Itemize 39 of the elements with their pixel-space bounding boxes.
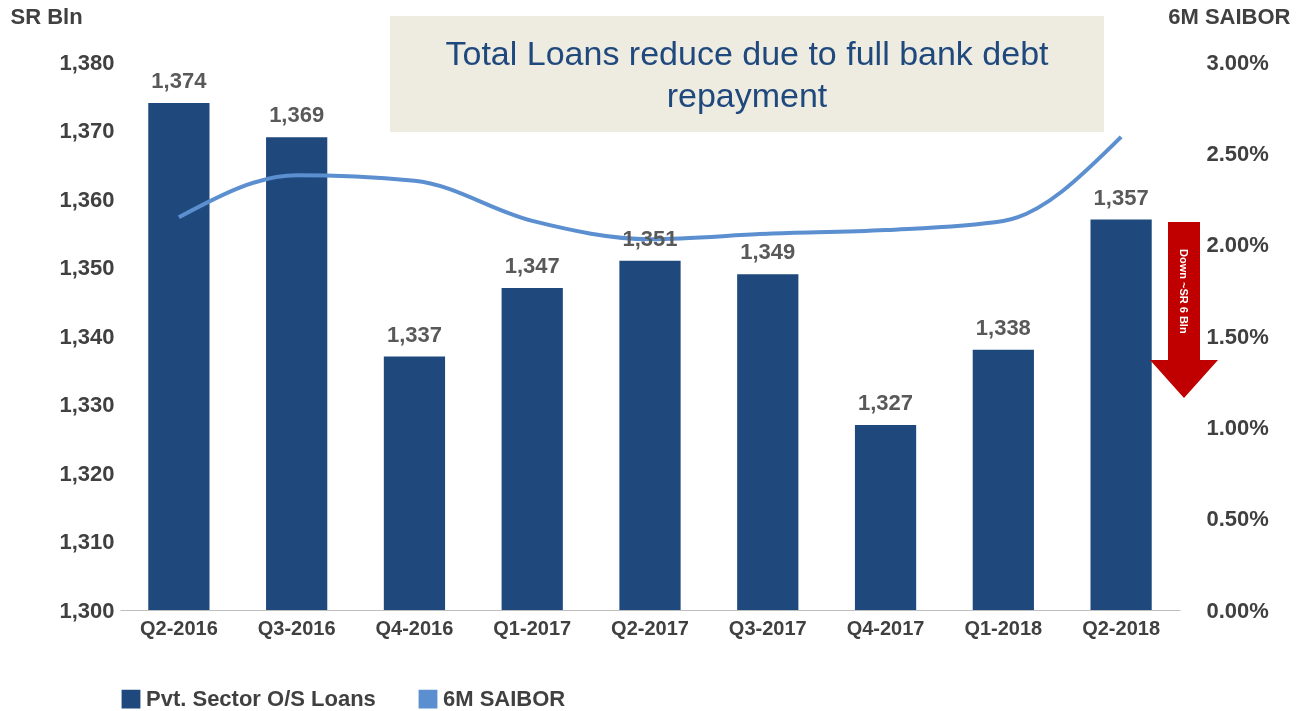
y2-axis-title: 6M SAIBOR	[1168, 3, 1291, 29]
y2-tick-label: 0.00%	[1206, 597, 1269, 623]
x-tick-label: Q3-2017	[728, 616, 807, 639]
y-tick-label: 1,330	[59, 392, 115, 417]
y-tick-label: 1,380	[59, 49, 115, 75]
y2-tick-label: 3.00%	[1206, 49, 1269, 75]
y-tick-label: 1,310	[59, 529, 115, 554]
x-tick-label: Q3-2016	[257, 616, 336, 639]
data-label: 1,338	[975, 314, 1031, 340]
data-label: 1,357	[1093, 184, 1149, 210]
y-tick-label: 1,370	[59, 118, 115, 143]
data-label: 1,349	[740, 239, 796, 265]
y-axis-title: SR Bln	[10, 3, 83, 29]
y2-tick-label: 0.50%	[1206, 506, 1269, 532]
data-label: 1,369	[269, 102, 325, 128]
legend-label: Pvt. Sector O/S Loans	[146, 686, 376, 711]
annotation: Down ~SR 6 Bln	[1178, 248, 1190, 334]
y-tick-label: 1,350	[59, 255, 115, 280]
data-label: 1,337	[386, 321, 442, 347]
x-tick-label: Q1-2017	[493, 616, 572, 639]
y-tick-label: 1,340	[59, 323, 115, 349]
legend-label: 6M SAIBOR	[443, 686, 566, 711]
x-tick-label: Q2-2018	[1082, 616, 1161, 639]
x-tick-label: Q1-2018	[964, 616, 1043, 639]
y-tick-label: 1,360	[59, 186, 115, 212]
y-tick-label: 1,300	[59, 597, 115, 623]
callout-box: Total Loans reduce due to full bank debt repayment	[390, 16, 1104, 132]
y-tick-label: 1,320	[59, 460, 115, 486]
y2-tick-label: 2.00%	[1206, 232, 1269, 258]
data-label: 1,347	[504, 253, 560, 279]
y2-tick-label: 1.00%	[1206, 414, 1269, 440]
y2-tick-label: 1.50%	[1206, 323, 1269, 349]
y2-tick-label: 2.50%	[1206, 140, 1269, 166]
data-label: 1,327	[858, 390, 914, 416]
x-tick-label: Q2-2016	[139, 616, 218, 639]
data-label: 1,374	[151, 68, 208, 94]
x-tick-label: Q2-2017	[611, 616, 689, 639]
x-tick-label: Q4-2016	[375, 616, 454, 639]
x-tick-label: Q4-2017	[846, 616, 925, 639]
